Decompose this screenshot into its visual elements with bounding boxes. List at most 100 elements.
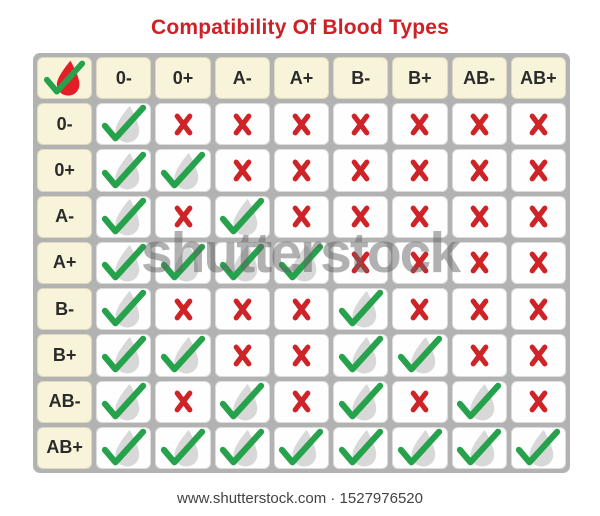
cross-icon (348, 112, 373, 137)
cell-AB+-AB- (451, 426, 507, 469)
corner-header-cell (37, 57, 93, 100)
column-header-0-: 0- (96, 57, 152, 100)
drop-check-icon (218, 382, 266, 422)
cell-B--A- (214, 288, 270, 331)
drop-check-icon (100, 335, 148, 375)
cross-icon (171, 204, 196, 229)
cross-icon (407, 204, 432, 229)
drop-check-icon (100, 289, 148, 329)
cross-icon (171, 297, 196, 322)
cell-B--B+ (392, 288, 448, 331)
cell-0--0+ (155, 103, 211, 146)
row-header-AB-: AB- (37, 380, 93, 423)
cross-icon (289, 158, 314, 183)
cell-0--B+ (392, 103, 448, 146)
drop-check-icon (159, 151, 207, 191)
cross-icon (526, 204, 551, 229)
row-header-A-: A- (37, 195, 93, 238)
cross-icon (467, 297, 492, 322)
cell-A--A- (214, 195, 270, 238)
cross-icon (467, 204, 492, 229)
cell-B--0+ (155, 288, 211, 331)
cell-AB+-A- (214, 426, 270, 469)
cell-AB--0- (96, 380, 152, 423)
cell-0+-B- (333, 149, 389, 192)
cell-AB+-A+ (273, 426, 330, 469)
cross-icon (289, 343, 314, 368)
cell-AB+-B+ (392, 426, 448, 469)
cell-0+-0- (96, 149, 152, 192)
cross-icon (348, 158, 373, 183)
drop-check-icon (396, 428, 444, 468)
row-header-AB+: AB+ (37, 426, 93, 469)
drop-check-icon (159, 428, 207, 468)
cell-AB--B+ (392, 380, 448, 423)
drop-check-icon (396, 335, 444, 375)
drop-check-icon (100, 151, 148, 191)
compatibility-matrix: 0- 0+ A- A+ B- B+ AB- AB+ 0- 0+ A- A+ B- B+ AB- AB+ (33, 53, 570, 473)
cell-B--A+ (273, 288, 330, 331)
cell-B+-A- (214, 334, 270, 377)
cell-A+-B- (333, 241, 389, 285)
cross-icon (526, 389, 551, 414)
drop-check-icon (337, 289, 385, 329)
cell-AB--B- (333, 380, 389, 423)
cross-icon (171, 112, 196, 137)
cell-A--AB- (451, 195, 507, 238)
cell-A--B+ (392, 195, 448, 238)
column-header-AB-: AB- (451, 57, 507, 100)
drop-check-icon (218, 428, 266, 468)
drop-check-icon (100, 428, 148, 468)
cell-A+-AB- (451, 241, 507, 285)
cross-icon (526, 112, 551, 137)
cross-icon (526, 343, 551, 368)
cell-A+-0- (96, 241, 152, 285)
cell-A+-0+ (155, 241, 211, 285)
page-title: Compatibility Of Blood Types (150, 16, 450, 39)
cell-0--AB+ (510, 103, 566, 146)
cell-AB+-0+ (155, 426, 211, 469)
cross-icon (230, 112, 255, 137)
cell-0--A+ (273, 103, 330, 146)
row-header-0+: 0+ (37, 149, 93, 192)
watermark-footer-text: www.shutterstock.com · 1527976520 (177, 490, 423, 507)
column-header-A+: A+ (273, 57, 330, 100)
cell-0+-AB- (451, 149, 507, 192)
cross-icon (526, 158, 551, 183)
cell-A--0+ (155, 195, 211, 238)
cross-icon (230, 343, 255, 368)
cross-icon (289, 204, 314, 229)
cell-A+-A- (214, 241, 270, 285)
drop-check-icon (277, 243, 325, 283)
drop-check-icon (455, 428, 503, 468)
cell-A--B- (333, 195, 389, 238)
cell-A--A+ (273, 195, 330, 238)
cross-icon (230, 158, 255, 183)
cell-B+-A+ (273, 334, 330, 377)
cell-B+-AB- (451, 334, 507, 377)
cross-icon (407, 112, 432, 137)
drop-check-icon (337, 428, 385, 468)
cell-B--0- (96, 288, 152, 331)
row-header-0-: 0- (37, 103, 93, 146)
cell-0+-AB+ (510, 149, 566, 192)
cross-icon (407, 250, 432, 275)
cell-0+-A- (214, 149, 270, 192)
drop-check-icon (218, 197, 266, 237)
cell-A+-AB+ (510, 241, 566, 285)
column-header-B-: B- (333, 57, 389, 100)
drop-check-icon (514, 428, 562, 468)
cell-0--0- (96, 103, 152, 146)
cell-AB+-AB+ (510, 426, 566, 469)
cross-icon (407, 389, 432, 414)
blood-drop-check-icon (43, 59, 87, 97)
cell-AB--A+ (273, 380, 330, 423)
cross-icon (171, 389, 196, 414)
cross-icon (467, 250, 492, 275)
cross-icon (407, 158, 432, 183)
cell-0+-A+ (273, 149, 330, 192)
cell-0+-0+ (155, 149, 211, 192)
cell-B--AB+ (510, 288, 566, 331)
drop-check-icon (100, 382, 148, 422)
cell-B+-B+ (392, 334, 448, 377)
